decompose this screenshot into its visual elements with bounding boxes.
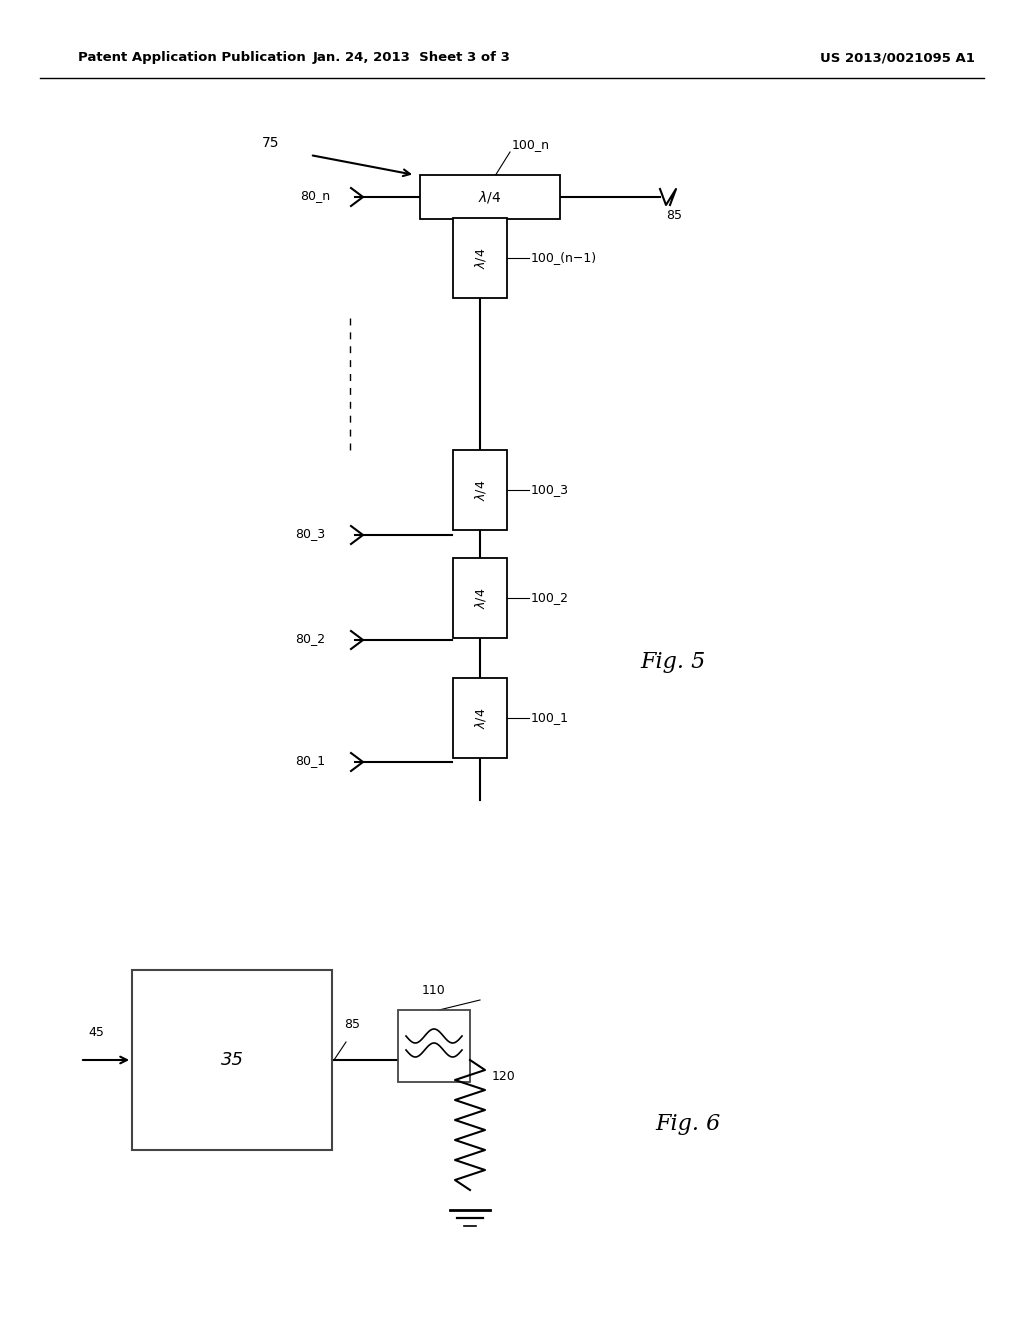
Text: 35: 35 [220,1051,244,1069]
Text: 85: 85 [344,1018,360,1031]
Text: Patent Application Publication: Patent Application Publication [78,51,306,65]
Text: 100_2: 100_2 [531,591,569,605]
Text: $\lambda$/4: $\lambda$/4 [472,247,487,269]
Text: 75: 75 [262,136,280,150]
Text: Fig. 5: Fig. 5 [640,651,706,673]
Text: $\lambda$/4: $\lambda$/4 [472,587,487,609]
Text: 85: 85 [666,209,682,222]
Bar [132,970,332,1150]
Bar [453,558,507,638]
Text: $\lambda$/4: $\lambda$/4 [472,708,487,729]
Text: 80_3: 80_3 [295,527,326,540]
Bar [420,176,560,219]
Text: $\lambda$/4: $\lambda$/4 [478,189,502,205]
Bar [453,678,507,758]
Bar [453,450,507,531]
Text: 100_1: 100_1 [531,711,569,725]
Text: 80_1: 80_1 [295,754,326,767]
Text: US 2013/0021095 A1: US 2013/0021095 A1 [820,51,975,65]
Text: $\lambda$/4: $\lambda$/4 [472,479,487,500]
Text: 80_n: 80_n [300,189,330,202]
Bar [453,218,507,298]
Text: 100_n: 100_n [512,139,550,150]
Text: 45: 45 [88,1026,103,1039]
Text: 100_(n−1): 100_(n−1) [531,252,597,264]
Text: Jan. 24, 2013  Sheet 3 of 3: Jan. 24, 2013 Sheet 3 of 3 [313,51,511,65]
Bar [398,1010,470,1082]
Text: Fig. 6: Fig. 6 [655,1113,720,1135]
Text: 100_3: 100_3 [531,483,569,496]
Text: 80_2: 80_2 [295,632,326,645]
Text: 120: 120 [492,1071,516,1082]
Text: 110: 110 [422,983,445,997]
